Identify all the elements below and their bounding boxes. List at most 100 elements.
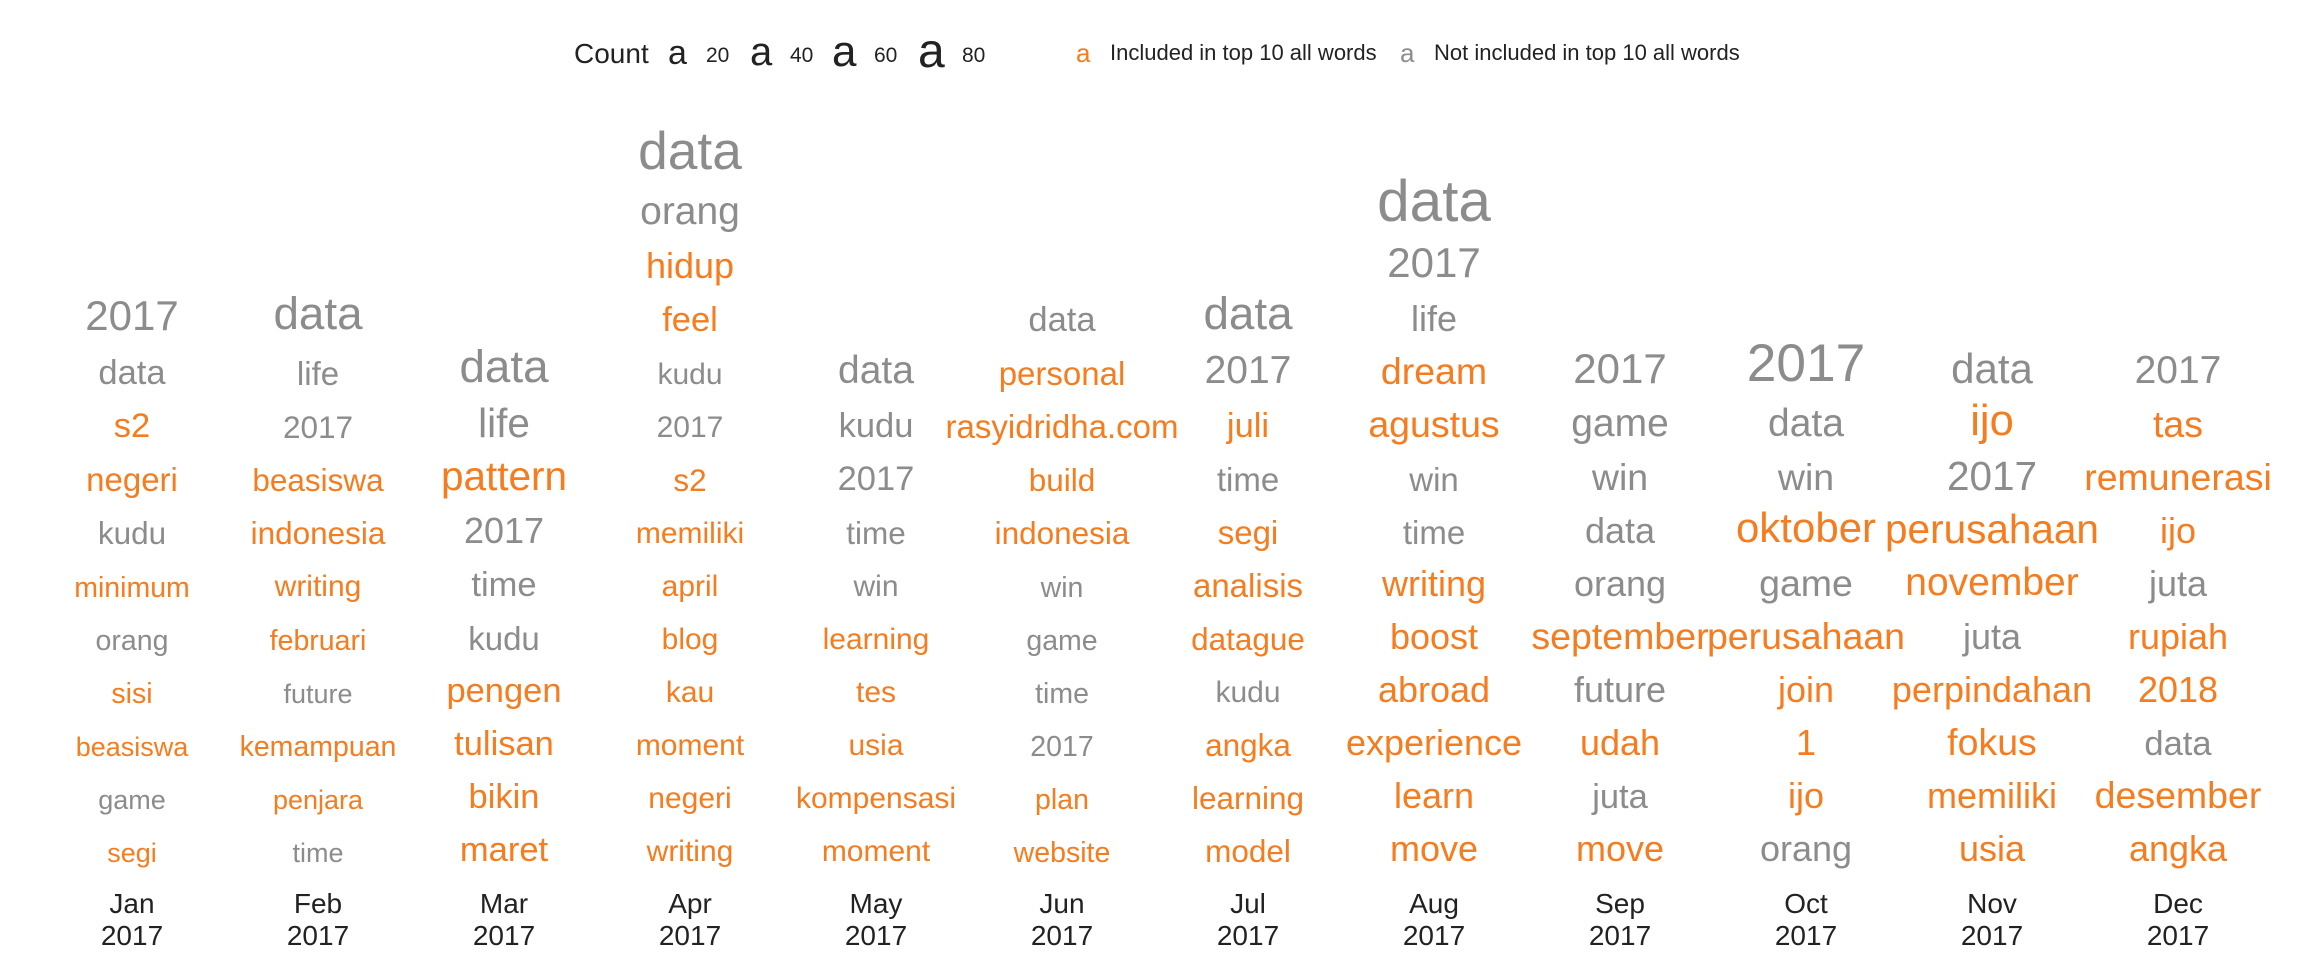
word-dec-2: remunerasi — [2084, 455, 2272, 498]
month-name: Feb — [293, 888, 343, 919]
word-feb-4: indonesia — [250, 514, 386, 551]
word-mar-6: pengen — [446, 671, 562, 710]
word-jul-0: data — [1203, 288, 1293, 340]
word-aug-5: win — [1409, 461, 1459, 498]
word-feb-0: data — [273, 288, 363, 340]
legend-size-value-20: 20 — [706, 44, 730, 67]
word-nov-6: perpindahan — [1891, 669, 2093, 710]
word-sep-2: win — [1591, 455, 1649, 498]
word-dec-5: rupiah — [2127, 616, 2229, 657]
word-feb-1: life — [296, 355, 340, 392]
month-name: Jan — [109, 888, 155, 919]
word-jan-9: game — [98, 785, 166, 815]
word-may-1: kudu — [838, 406, 914, 445]
word-apr-11: moment — [635, 729, 745, 762]
word-jun-4: indonesia — [994, 514, 1130, 551]
month-label-dec: Dec 2017 — [2147, 888, 2209, 952]
word-jan-4: kudu — [97, 514, 167, 551]
legend-size-glyph-80: a — [918, 25, 945, 78]
legend-not-included-label: Not included in top 10 all words — [1434, 40, 1740, 65]
word-jul-10: model — [1205, 832, 1291, 869]
month-label-oct: Oct 2017 — [1775, 888, 1837, 952]
word-may-7: usia — [848, 729, 904, 762]
month-label-sep: Sep 2017 — [1589, 888, 1651, 952]
word-sep-7: udah — [1579, 722, 1661, 763]
word-oct-5: perusahaan — [1706, 614, 1906, 657]
month-year: 2017 — [658, 920, 722, 951]
month-year: 2017 — [1402, 920, 1466, 951]
word-jun-5: win — [1040, 571, 1084, 604]
word-jan-3: negeri — [86, 461, 178, 498]
word-feb-5: writing — [274, 570, 362, 603]
word-sep-3: data — [1584, 510, 1656, 551]
word-oct-4: game — [1759, 561, 1853, 604]
month-year: 2017 — [2146, 920, 2210, 951]
word-jun-6: game — [1026, 624, 1098, 657]
month-year: 2017 — [844, 920, 908, 951]
word-nov-4: november — [1905, 561, 2079, 604]
legend-size-glyph-60: a — [832, 27, 857, 76]
legend-size-glyph-40: a — [750, 30, 773, 74]
word-jul-5: analisis — [1192, 567, 1304, 604]
word-apr-6: s2 — [673, 461, 707, 498]
word-feb-8: kemampuan — [239, 730, 397, 763]
word-jun-1: personal — [998, 355, 1126, 392]
word-mar-0: data — [459, 341, 549, 393]
month-year: 2017 — [1216, 920, 1280, 951]
word-dec-0: 2017 — [2134, 349, 2222, 392]
word-feb-6: februari — [269, 624, 367, 657]
word-aug-1: 2017 — [1387, 239, 1481, 286]
word-jan-8: beasiswa — [75, 732, 189, 762]
word-nov-5: juta — [1962, 616, 2022, 657]
word-aug-7: writing — [1381, 563, 1487, 604]
word-jan-0: 2017 — [85, 292, 179, 339]
word-oct-9: orang — [1759, 828, 1853, 869]
legend-size-value-60: 60 — [874, 44, 898, 67]
word-dec-3: ijo — [2159, 510, 2197, 551]
word-mar-7: tulisan — [454, 724, 554, 763]
month-label-nov: Nov 2017 — [1961, 888, 2023, 952]
word-may-9: moment — [821, 835, 931, 868]
legend-size-value-40: 40 — [790, 44, 814, 67]
month-label-feb: Feb 2017 — [287, 888, 349, 952]
word-apr-8: april — [661, 570, 719, 603]
month-year: 2017 — [1030, 920, 1094, 951]
legend-included-swatch: a — [1076, 38, 1091, 68]
month-name: Sep — [1595, 888, 1645, 919]
word-jul-3: time — [1216, 461, 1280, 498]
month-name: Aug — [1409, 888, 1459, 919]
word-may-5: learning — [822, 623, 930, 656]
word-oct-8: ijo — [1787, 775, 1825, 816]
word-nov-0: data — [1951, 345, 2033, 392]
word-sep-4: orang — [1573, 563, 1667, 604]
word-aug-4: agustus — [1368, 402, 1500, 445]
word-jul-2: juli — [1226, 406, 1270, 445]
word-oct-1: data — [1768, 402, 1844, 445]
word-aug-10: experience — [1345, 722, 1523, 763]
word-feb-9: penjara — [272, 785, 364, 815]
month-label-may: May 2017 — [845, 888, 907, 952]
month-label-mar: Mar 2017 — [473, 888, 535, 952]
word-mar-8: bikin — [468, 777, 540, 816]
word-feb-3: beasiswa — [252, 461, 384, 498]
month-name: Nov — [1967, 888, 2017, 919]
word-may-6: tes — [855, 676, 897, 709]
word-apr-0: data — [638, 121, 742, 181]
month-year: 2017 — [286, 920, 350, 951]
word-feb-2: 2017 — [282, 408, 354, 445]
legend-not-included-swatch: a — [1400, 38, 1415, 68]
word-feb-10: time — [292, 838, 344, 868]
word-aug-3: dream — [1380, 349, 1488, 392]
word-oct-0: 2017 — [1746, 333, 1866, 393]
word-apr-9: blog — [661, 623, 719, 656]
word-nov-2: 2017 — [1946, 452, 2038, 499]
word-aug-8: boost — [1389, 616, 1479, 657]
word-aug-6: time — [1402, 514, 1466, 551]
word-apr-4: kudu — [657, 358, 723, 391]
word-jan-1: data — [98, 353, 166, 392]
word-nov-3: perusahaan — [1885, 505, 2099, 552]
month-year: 2017 — [1960, 920, 2024, 951]
word-feb-7: future — [283, 679, 353, 709]
month-name: Jun — [1039, 888, 1085, 919]
